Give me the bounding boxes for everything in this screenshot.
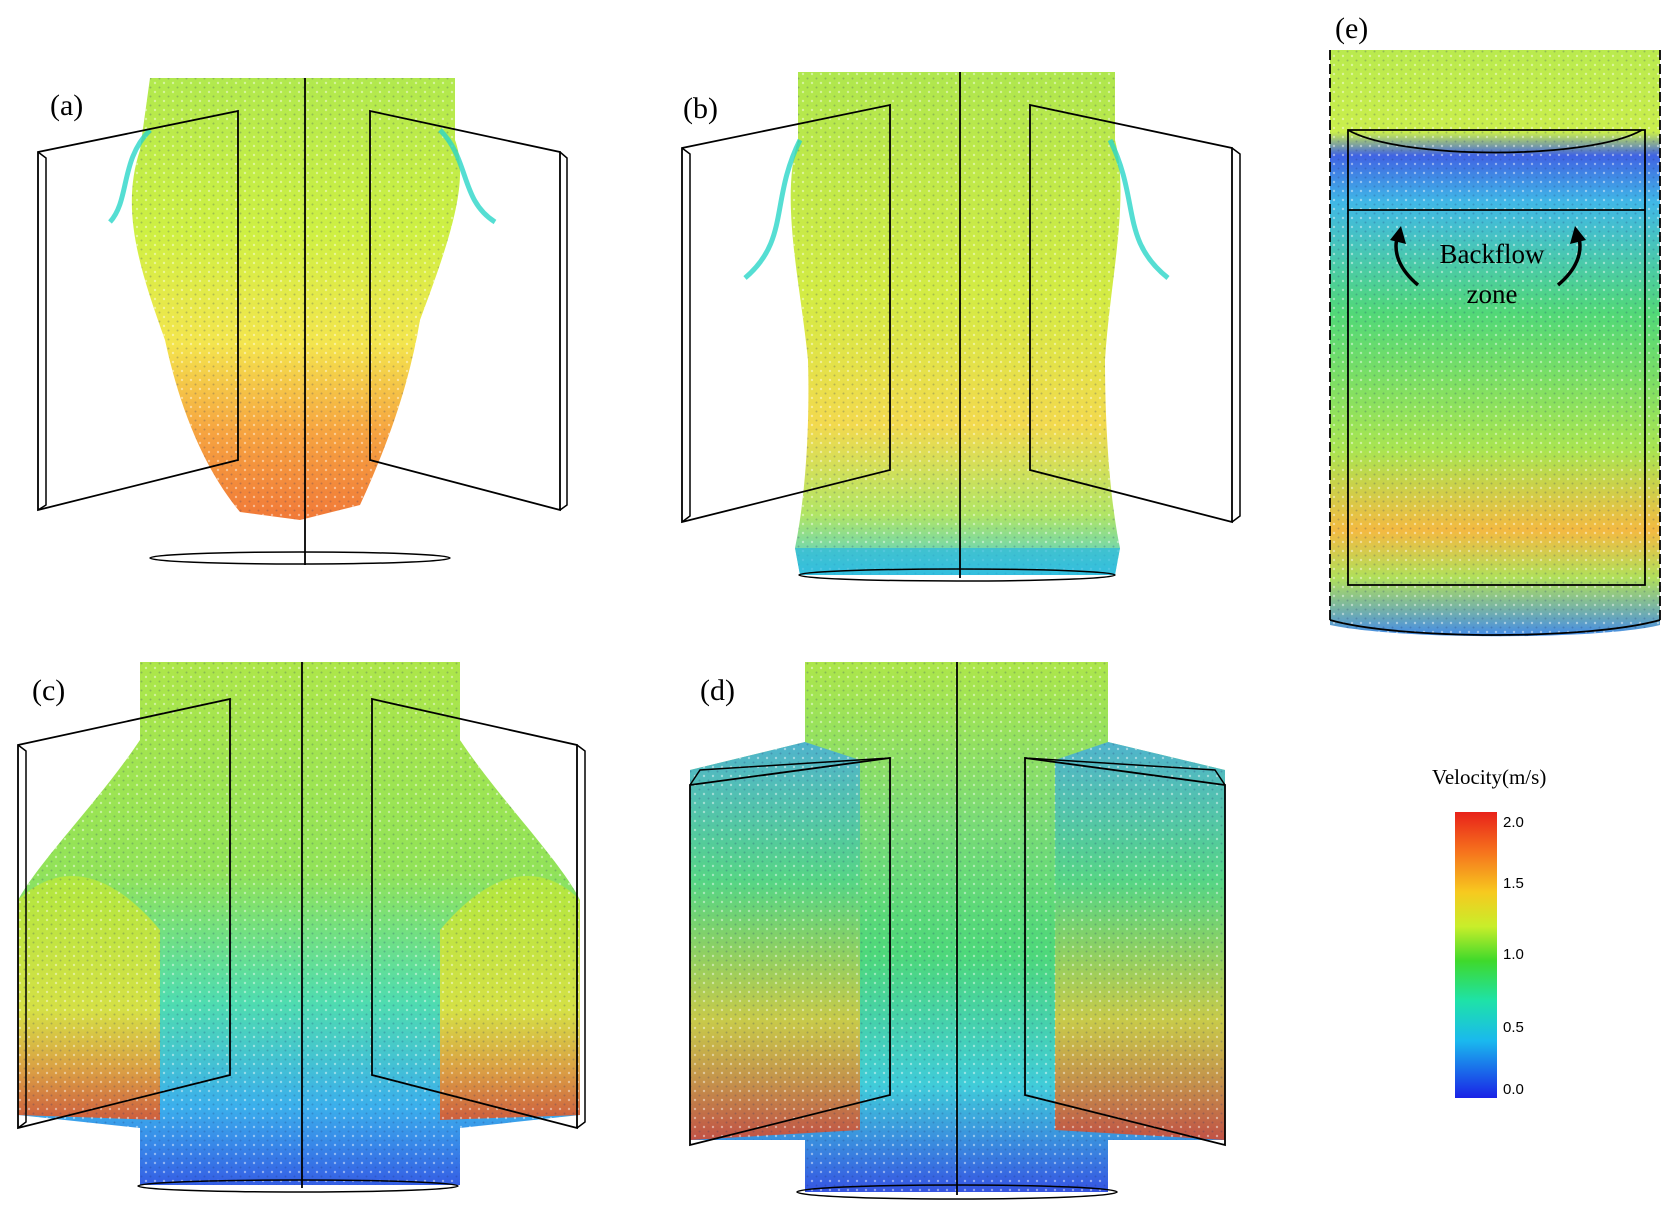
panel-b-bottom-disc	[798, 568, 1116, 582]
panel-e-flow-texture	[1330, 50, 1660, 637]
panel-c-right-blade-edge	[576, 744, 586, 1129]
legend-tick-0-5: 0.5	[1503, 1019, 1524, 1036]
panel-c-left-blade-edge	[17, 744, 27, 1129]
backflow-label-line2: zone	[1467, 279, 1518, 309]
panel-a	[37, 78, 568, 565]
legend-colorbar	[1455, 812, 1497, 1098]
panel-a-left-blade	[37, 109, 239, 512]
panel-b-left-streak	[743, 138, 803, 280]
legend-tick-0-0: 0.0	[1503, 1081, 1524, 1098]
panel-b-right-blade-edge	[1231, 147, 1241, 523]
panel-a-flow-texture	[131, 78, 461, 520]
panel-b-right-streak	[1107, 138, 1170, 280]
legend-tick-1-5: 1.5	[1503, 875, 1524, 892]
panel-d-bottom-disc	[796, 1184, 1118, 1200]
panel-c-flow-texture	[18, 662, 580, 1185]
panel-a-label: (a)	[50, 89, 83, 122]
panel-b-left-blade-edge	[681, 147, 691, 523]
panel-d-right-blade-top	[1024, 757, 1226, 786]
panel-d-right-blade	[1024, 756, 1226, 1147]
panel-e-top-ring	[1347, 129, 1643, 154]
panel-e-left-arrow-head	[1390, 226, 1406, 244]
panel-e-right-arrow-head	[1570, 226, 1586, 244]
panel-a-left-blade-edge	[37, 151, 47, 511]
panel-d-label: (d)	[700, 674, 735, 707]
panel-b	[681, 72, 1241, 582]
panel-a-right-streak	[438, 128, 497, 225]
panel-d-left-blade	[689, 756, 891, 1147]
panel-e-bottom-disc	[1329, 619, 1661, 636]
panel-a-left-streak	[108, 128, 152, 224]
panel-d-left-blade-top	[689, 757, 891, 786]
panel-b-left-blade	[681, 103, 891, 524]
panel-c-bottom-disc	[137, 1179, 459, 1193]
panel-c	[17, 662, 586, 1193]
panel-e-label: (e)	[1335, 12, 1368, 45]
panel-e-blade-frame	[1347, 129, 1646, 586]
panel-c-label: (c)	[32, 674, 65, 707]
panel-b-label: (b)	[683, 92, 718, 125]
legend-tick-2-0: 2.0	[1503, 814, 1524, 831]
panel-b-flow-texture	[790, 72, 1121, 575]
panel-c-left-blade	[17, 697, 231, 1130]
panel-e	[1329, 50, 1661, 637]
panel-a-right-blade-edge	[559, 151, 568, 511]
panel-a-bottom-disc	[149, 551, 451, 565]
panel-b-bottom-hot	[795, 548, 1120, 575]
panel-d	[689, 662, 1226, 1200]
legend-title: Velocity(m/s)	[1432, 765, 1546, 789]
backflow-label-line1: Backflow	[1440, 239, 1545, 269]
velocity-legend: Velocity(m/s) 2.0 1.5 1.0 0.5 0.0	[1432, 765, 1546, 1098]
legend-tick-1-0: 1.0	[1503, 946, 1524, 963]
